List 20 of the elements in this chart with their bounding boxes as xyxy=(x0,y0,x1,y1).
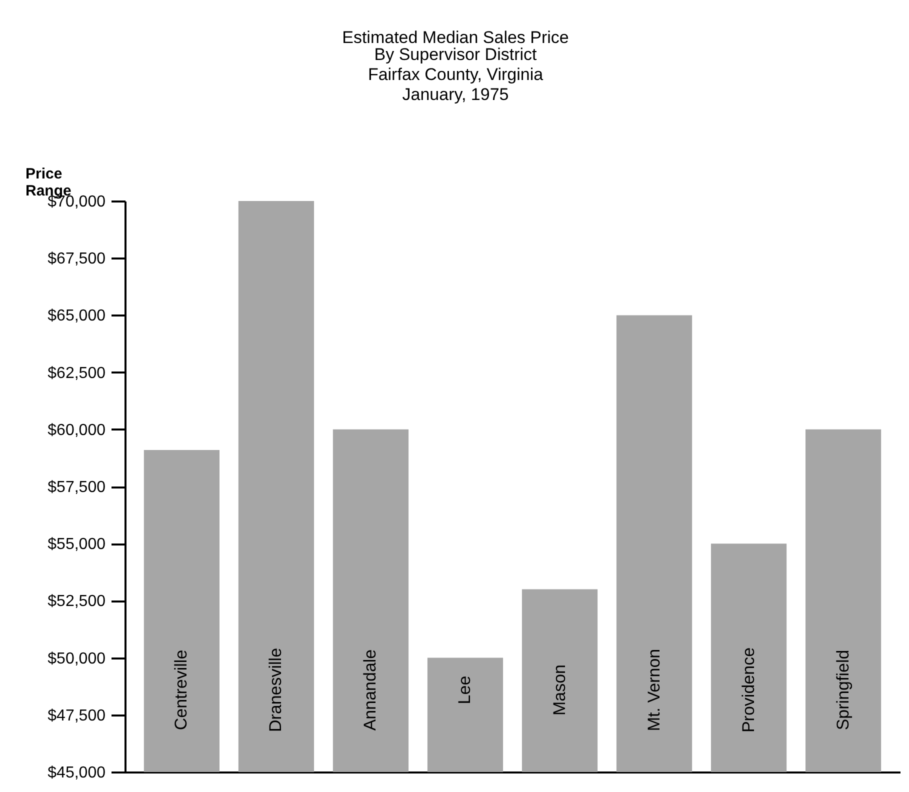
y-tick-label: $67,500 xyxy=(48,250,106,268)
y-tick-label: $60,000 xyxy=(48,422,106,439)
chart-title: Estimated Median Sales Price xyxy=(342,28,569,47)
chart-subtitle: By Supervisor District Fairfax County, Virginia January, 1975 xyxy=(368,45,544,104)
x-tick-label: Annandale xyxy=(360,649,380,731)
x-tick-label: Springfield xyxy=(833,650,852,730)
y-tick-label: $55,000 xyxy=(48,536,106,554)
y-tick-label: $62,500 xyxy=(48,364,106,382)
y-tick-label: $57,500 xyxy=(48,479,106,496)
x-tick-label: Mason xyxy=(550,664,569,716)
y-tick-label: $52,500 xyxy=(48,593,106,610)
y-tick-label: $50,000 xyxy=(48,650,106,668)
y-tick-label: $47,500 xyxy=(48,707,106,724)
x-tick-label: Centreville xyxy=(172,650,191,730)
x-tick-label: Providence xyxy=(738,647,758,733)
y-tick-label: $45,000 xyxy=(48,764,106,782)
y-tick-label: $65,000 xyxy=(48,308,106,325)
x-tick-label: Mt. Vernon xyxy=(644,648,664,732)
x-tick-label: Dranesville xyxy=(266,648,286,732)
x-tick-label: Lee xyxy=(455,676,474,704)
